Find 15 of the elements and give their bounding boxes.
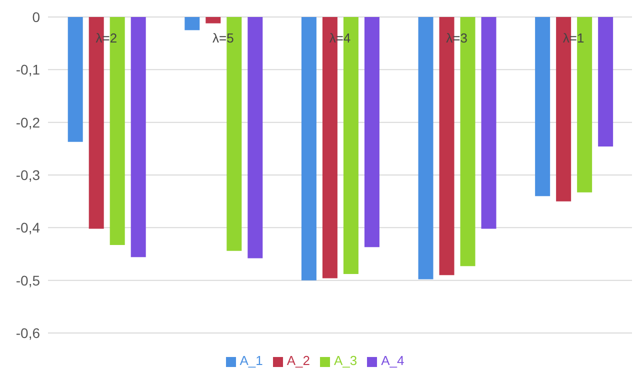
- legend-label: A_4: [381, 353, 404, 368]
- y-tick-label: 0: [32, 8, 40, 25]
- legend-label: A_1: [240, 353, 263, 368]
- legend-label: A_3: [334, 353, 358, 368]
- legend-label: A_2: [286, 353, 310, 368]
- y-tick-label: -0,6: [16, 324, 40, 341]
- annotation: λ=3: [446, 30, 468, 46]
- annotation: λ=4: [329, 30, 351, 46]
- annotation: λ=2: [96, 30, 118, 46]
- y-tick-label: -0,4: [16, 220, 40, 236]
- y-tick-label: -0,3: [16, 166, 40, 183]
- y-tick-label: -0,2: [16, 114, 40, 130]
- y-tick-label: -0,1: [16, 62, 40, 78]
- y-tick-label: -0,5: [16, 272, 40, 288]
- annotation: λ=1: [562, 30, 584, 46]
